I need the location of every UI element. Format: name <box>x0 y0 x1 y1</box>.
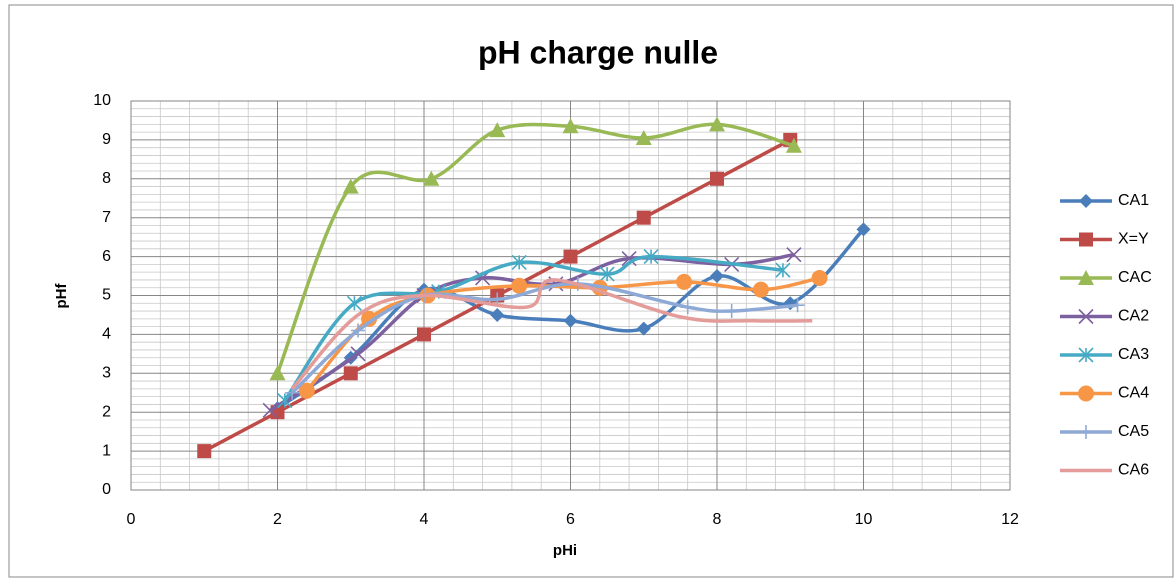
marker <box>511 254 527 271</box>
x-tick-label: 6 <box>566 511 575 528</box>
marker <box>636 210 651 225</box>
legend-marker <box>1079 232 1093 247</box>
x-tick-label: 4 <box>420 511 429 528</box>
marker <box>298 382 315 399</box>
legend-label: CA6 <box>1118 462 1149 479</box>
marker <box>856 222 871 237</box>
legend-label: CA3 <box>1118 346 1149 363</box>
y-tick-label: 5 <box>102 287 111 304</box>
marker <box>710 171 724 186</box>
y-tick-label: 1 <box>102 442 111 459</box>
y-tick-label: 3 <box>102 365 111 382</box>
marker <box>599 266 615 282</box>
marker <box>790 298 805 313</box>
marker <box>621 250 637 267</box>
chart-title: pH charge nulle <box>478 34 718 70</box>
y-tick-label: 10 <box>93 92 111 109</box>
marker <box>1078 347 1094 363</box>
marker <box>277 392 293 409</box>
marker <box>785 137 802 153</box>
marker <box>350 346 366 362</box>
x-tick-label: 0 <box>127 511 136 528</box>
legend-marker <box>1078 308 1094 325</box>
legend-label: CA2 <box>1118 308 1149 325</box>
legend-marker <box>1078 270 1094 285</box>
marker <box>710 269 724 284</box>
marker <box>643 249 659 265</box>
marker <box>1078 385 1094 402</box>
legend-marker <box>1078 347 1094 363</box>
marker <box>786 247 802 263</box>
y-tick-label: 4 <box>102 326 111 343</box>
marker <box>511 277 528 294</box>
plot-area <box>130 100 1011 491</box>
marker <box>1079 232 1093 247</box>
marker <box>351 323 366 338</box>
marker <box>489 122 506 138</box>
y-tick-label: 2 <box>102 403 111 420</box>
x-tick-label: 8 <box>713 511 722 528</box>
legend-marker <box>1078 385 1094 402</box>
y-tick-label: 8 <box>102 170 111 187</box>
marker <box>490 307 505 322</box>
y-tick-label: 7 <box>102 209 111 226</box>
x-tick-label: 12 <box>1001 511 1019 528</box>
legend-marker <box>1079 194 1093 208</box>
marker <box>775 262 791 278</box>
marker <box>342 178 359 194</box>
marker <box>680 300 695 315</box>
marker <box>1079 194 1093 208</box>
marker <box>1078 308 1094 325</box>
legend-label: CA4 <box>1118 385 1149 402</box>
series-line <box>290 282 798 395</box>
marker <box>676 273 693 290</box>
x-tick-label: 2 <box>273 511 282 528</box>
series-line <box>290 278 813 391</box>
x-axis-label: pHi <box>553 542 577 559</box>
marker <box>269 365 286 381</box>
legend-marker <box>1079 425 1093 439</box>
marker <box>262 402 278 418</box>
y-axis-label: pHf <box>53 283 70 309</box>
marker <box>197 444 212 459</box>
marker <box>423 170 440 186</box>
marker <box>417 327 431 342</box>
chart-border <box>8 4 1174 578</box>
legend-label: CA1 <box>1118 192 1149 209</box>
y-tick-label: 9 <box>102 131 111 148</box>
marker <box>636 321 651 336</box>
marker <box>635 129 652 145</box>
x-tick-label: 10 <box>855 511 873 528</box>
marker <box>346 295 362 311</box>
marker <box>563 313 578 328</box>
legend-label: X=Y <box>1118 231 1149 248</box>
legend-label: CAC <box>1118 269 1152 286</box>
marker <box>811 269 828 286</box>
legend-label: CA5 <box>1118 423 1149 440</box>
marker <box>1078 270 1094 285</box>
marker <box>752 281 769 298</box>
marker <box>361 310 378 327</box>
marker <box>563 249 578 264</box>
marker <box>724 304 739 319</box>
marker <box>1079 425 1093 439</box>
y-tick-label: 0 <box>102 481 111 498</box>
marker <box>562 118 579 134</box>
y-tick-label: 6 <box>102 248 111 265</box>
marker <box>343 366 358 381</box>
marker <box>709 116 725 132</box>
